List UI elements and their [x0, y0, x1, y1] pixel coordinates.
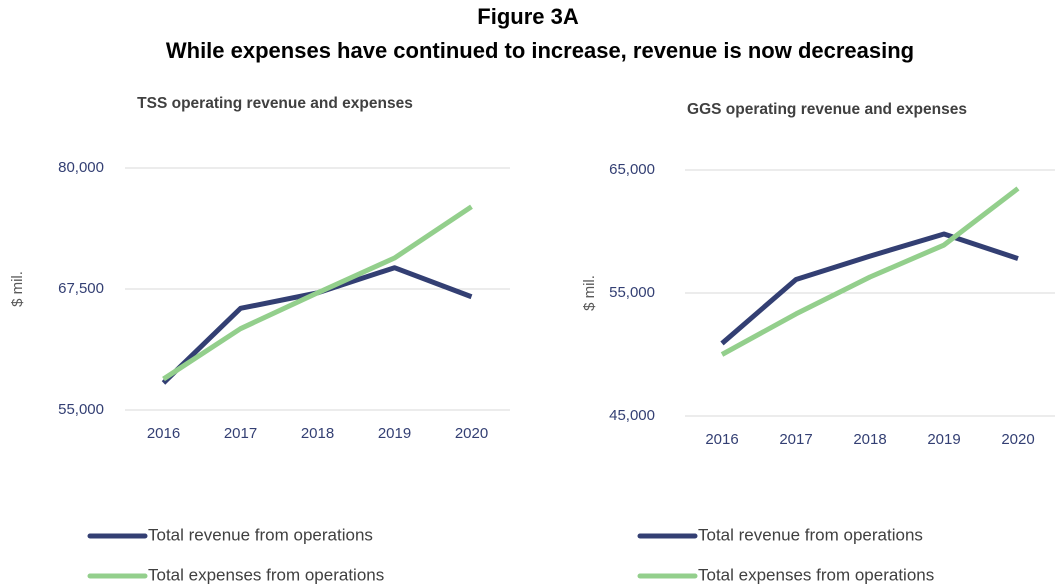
x-tick-label: 2019: [378, 425, 411, 442]
x-tick-label: 2016: [705, 431, 738, 448]
y-axis-label: $ mil.: [581, 275, 598, 311]
y-axis-label: $ mil.: [9, 271, 26, 307]
x-tick-label: 2018: [301, 425, 334, 442]
legend-label: Total expenses from operations: [698, 565, 934, 584]
y-tick-label: 67,500: [58, 280, 104, 297]
x-tick-label: 2020: [455, 425, 488, 442]
figure-subtitle: While expenses have continued to increas…: [166, 38, 914, 63]
legend-label: Total revenue from operations: [698, 525, 923, 544]
chart-title: TSS operating revenue and expenses: [137, 95, 413, 112]
series-line: [161, 265, 473, 385]
legend-label: Total revenue from operations: [148, 525, 373, 544]
x-tick-label: 2018: [853, 431, 886, 448]
y-tick-label: 45,000: [609, 407, 655, 424]
series-line: [720, 231, 1019, 346]
x-tick-label: 2019: [927, 431, 960, 448]
x-tick-label: 2017: [779, 431, 812, 448]
series-line: [162, 204, 473, 382]
x-tick-label: 2016: [147, 425, 180, 442]
figure-title: Figure 3A: [477, 4, 579, 29]
series-line: [720, 186, 1020, 357]
chart-title: GGS operating revenue and expenses: [687, 101, 967, 118]
legend-label: Total expenses from operations: [148, 565, 384, 584]
y-tick-label: 55,000: [58, 401, 104, 418]
x-tick-label: 2017: [224, 425, 257, 442]
x-tick-label: 2020: [1001, 431, 1034, 448]
y-tick-label: 55,000: [609, 284, 655, 301]
y-tick-label: 65,000: [609, 161, 655, 178]
y-tick-label: 80,000: [58, 159, 104, 176]
